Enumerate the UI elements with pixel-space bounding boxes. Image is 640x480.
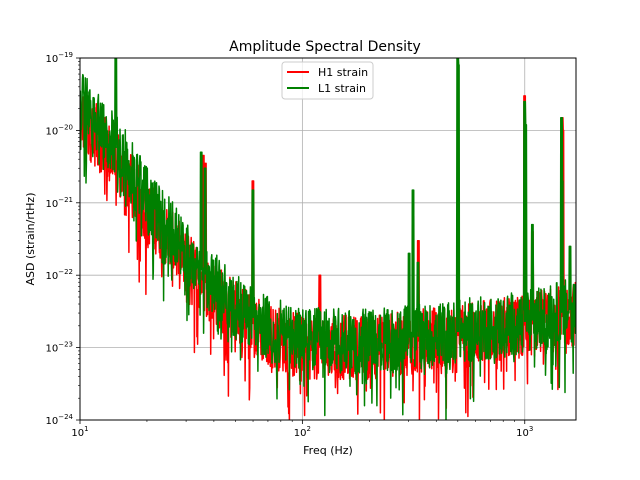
y-axis-label: ASD (strain/rtHz) <box>24 193 37 286</box>
chart-title: Amplitude Spectral Density <box>229 39 421 55</box>
y-tick-label: 10−20 <box>45 123 73 137</box>
legend-label-h1: H1 strain <box>318 66 368 79</box>
y-tick-label: 10−23 <box>45 341 73 355</box>
y-tick-label: 10−19 <box>45 51 73 65</box>
y-tick-label: 10−21 <box>45 196 73 210</box>
plot-frame <box>79 57 577 421</box>
legend-label-l1: L1 strain <box>318 82 366 95</box>
y-tick-label: 10−22 <box>45 268 73 282</box>
x-tick-label: 101 <box>71 425 88 439</box>
series-line-l1 <box>80 58 576 420</box>
y-tick-label: 10−24 <box>45 413 73 427</box>
x-tick-label: 102 <box>294 425 311 439</box>
series-layer <box>80 58 576 420</box>
x-tick-label: 103 <box>516 425 533 439</box>
x-axis-label: Freq (Hz) <box>303 444 353 457</box>
legend: H1 strain L1 strain <box>281 61 374 100</box>
axis-ticks: 101 102 103 10−24 10−23 10−22 10−21 10−20 10−19 <box>45 51 533 439</box>
